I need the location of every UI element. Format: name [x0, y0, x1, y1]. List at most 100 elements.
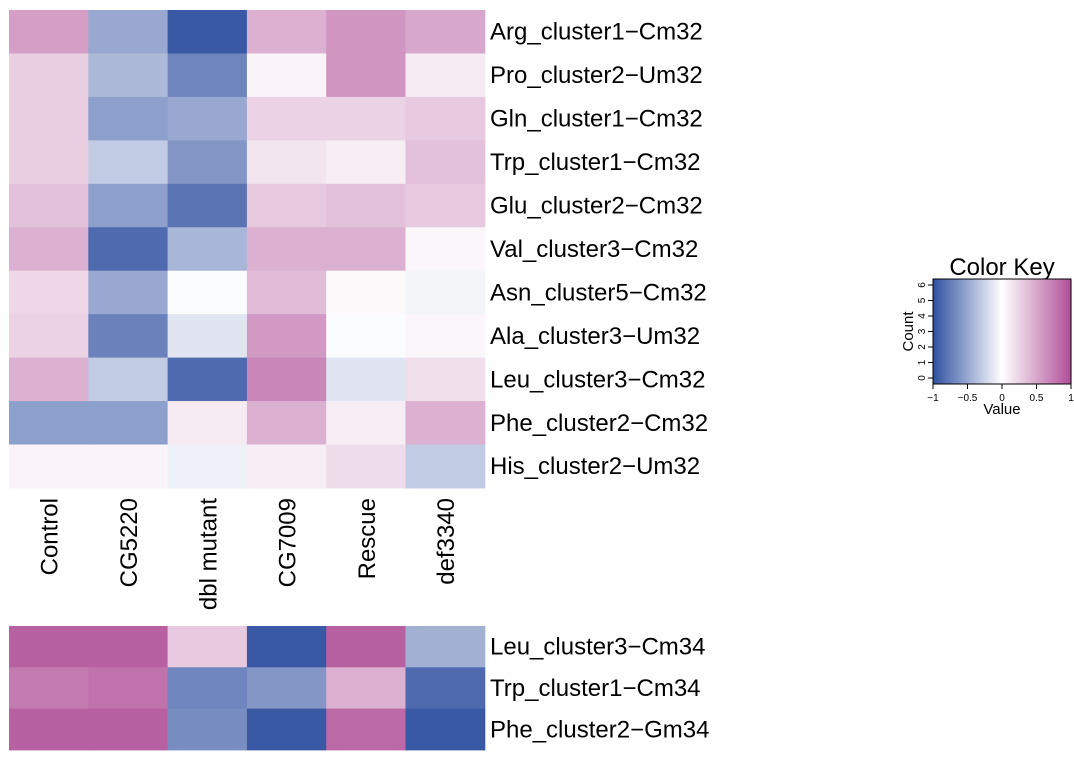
heatmap-cell	[405, 270, 486, 315]
heatmap-cell	[246, 314, 327, 359]
color-key-bar	[932, 278, 1072, 385]
heatmap-cell	[246, 227, 327, 272]
color-key-title: Color Key	[949, 254, 1054, 281]
heatmap-cell	[9, 183, 89, 228]
heatmap-cell	[9, 53, 89, 98]
heatmap-cell	[88, 401, 169, 445]
heatmap-cell	[246, 270, 327, 315]
heatmap-cell	[167, 10, 248, 54]
heatmap-cell	[246, 444, 327, 489]
row-label: Leu_cluster3−Cm34	[490, 634, 705, 661]
column-label: dbl mutant	[195, 498, 222, 610]
row-label: Phe_cluster2−Cm32	[490, 410, 708, 437]
heatmap-cell	[405, 227, 486, 272]
heatmap-cell	[167, 444, 248, 489]
heatmap-cell	[167, 227, 248, 272]
heatmap-cell	[246, 357, 327, 402]
heatmap-cell	[326, 227, 406, 272]
y-tick-label: 5	[917, 297, 928, 303]
y-tick-label: 1	[917, 359, 928, 365]
heatmap-cell	[167, 314, 248, 359]
heatmap-cell	[9, 357, 89, 402]
heatmap-cell	[9, 708, 89, 751]
row-label: Gln_cluster1−Cm32	[490, 106, 703, 133]
heatmap-cell	[9, 314, 89, 359]
heatmap-cell	[405, 96, 486, 141]
heatmap-cell	[9, 626, 89, 668]
heatmap-cell	[9, 10, 89, 54]
row-label: Arg_cluster1−Cm32	[490, 19, 703, 46]
column-label: Rescue	[354, 498, 381, 579]
heatmap-cell	[405, 626, 486, 668]
x-axis-label: Value	[983, 401, 1020, 418]
heatmap-cell	[246, 140, 327, 185]
heatmap-cell	[167, 708, 248, 751]
row-label: His_cluster2−Um32	[490, 453, 700, 480]
heatmap-cell	[9, 270, 89, 315]
heatmap-cell	[246, 626, 327, 668]
heatmap-cell	[88, 444, 169, 489]
heatmap-cell	[167, 401, 248, 445]
column-label: def3340	[433, 498, 460, 585]
y-tick-label: 3	[917, 328, 928, 334]
column-label: CG7009	[275, 498, 302, 587]
heatmap-cell	[246, 401, 327, 445]
heatmap-cell	[167, 183, 248, 228]
heatmap-cell	[326, 96, 406, 141]
heatmap-cell	[246, 96, 327, 141]
heatmap-cell	[326, 401, 406, 445]
row-label: Pro_cluster2−Um32	[490, 62, 703, 89]
heatmap-cell	[405, 10, 486, 54]
heatmap-cell	[9, 227, 89, 272]
heatmap-cell	[326, 357, 406, 402]
row-label: Trp_cluster1−Cm34	[490, 675, 701, 702]
heatmap-cell	[326, 708, 406, 751]
heatmap-cell	[246, 667, 327, 710]
heatmap-cell	[167, 140, 248, 185]
row-label: Val_cluster3−Cm32	[490, 236, 698, 263]
heatmap-cell	[88, 183, 169, 228]
row-label: Phe_cluster2−Gm34	[490, 716, 709, 743]
heatmap-cell	[88, 314, 169, 359]
heatmap-cell	[405, 140, 486, 185]
y-tick-label: 6	[917, 282, 928, 288]
heatmap-cell	[326, 53, 406, 98]
heatmap-cell	[9, 667, 89, 710]
column-label: CG5220	[116, 498, 143, 587]
heatmap-cell	[326, 183, 406, 228]
heatmap-cell	[246, 10, 327, 54]
heatmap-cell	[88, 626, 169, 668]
row-label: Leu_cluster3−Cm32	[490, 366, 705, 393]
heatmap-cell	[326, 667, 406, 710]
heatmap-cell	[88, 357, 169, 402]
heatmap-cell	[326, 140, 406, 185]
heatmap-cell	[88, 270, 169, 315]
heatmap-cell	[88, 227, 169, 272]
column-label: Control	[37, 498, 64, 575]
x-tick-label: 0	[999, 393, 1005, 404]
heatmap-cell	[88, 96, 169, 141]
heatmap-cell	[326, 626, 406, 668]
heatmap-cell	[167, 53, 248, 98]
heatmap-cell	[405, 357, 486, 402]
heatmap-cell	[88, 708, 169, 751]
row-label: Ala_cluster3−Um32	[490, 323, 700, 350]
heatmap-cell	[405, 667, 486, 710]
heatmap-cell	[326, 10, 406, 54]
heatmap-cell	[167, 96, 248, 141]
x-tick-label: 1	[1068, 393, 1074, 404]
heatmap-cell	[326, 444, 406, 489]
heatmap-cell	[246, 708, 327, 751]
x-tick-label: 0.5	[1030, 393, 1044, 404]
heatmap-cell	[405, 401, 486, 445]
heatmap-cell	[167, 270, 248, 315]
heatmap-cell	[405, 314, 486, 359]
heatmap-cell	[9, 140, 89, 185]
heatmap-cell	[246, 183, 327, 228]
heatmap-cell	[88, 10, 169, 54]
heatmap-cell	[246, 53, 327, 98]
row-label: Trp_cluster1−Cm32	[490, 149, 701, 176]
heatmap-cell	[167, 626, 248, 668]
x-tick-label: −1	[927, 393, 939, 404]
